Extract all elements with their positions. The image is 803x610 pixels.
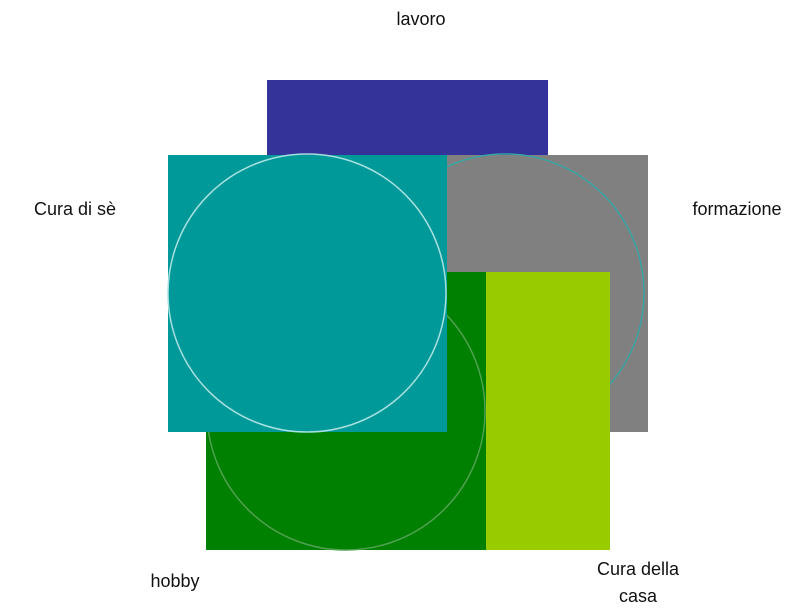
label: Cura di sè: [33, 199, 117, 219]
label: Cura della casa: [596, 559, 680, 606]
cura-rect: [168, 155, 447, 432]
cura-circle: [167, 153, 447, 433]
label: formazione: [692, 199, 782, 219]
casa-rect: [486, 272, 610, 550]
label: lavoro: [396, 9, 446, 29]
label: hobby: [150, 571, 200, 591]
